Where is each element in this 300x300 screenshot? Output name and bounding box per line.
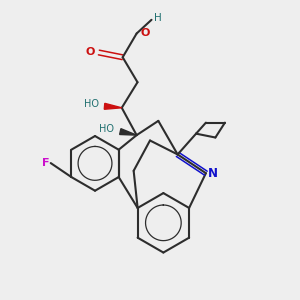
Text: H: H (154, 13, 162, 23)
Text: HO: HO (99, 124, 114, 134)
Text: HO: HO (84, 99, 99, 109)
Text: O: O (86, 47, 95, 57)
Text: F: F (42, 158, 49, 168)
Text: N: N (208, 167, 218, 180)
Polygon shape (120, 129, 136, 135)
Text: O: O (140, 28, 150, 38)
Polygon shape (104, 103, 122, 109)
